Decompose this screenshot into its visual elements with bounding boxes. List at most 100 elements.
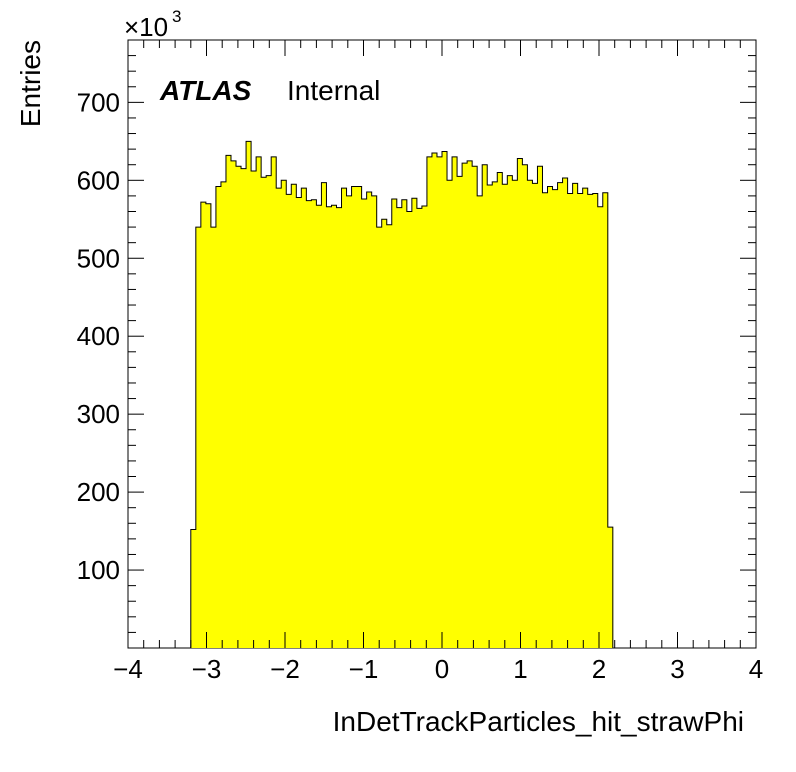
histogram-bin: [230, 160, 237, 649]
x-tick-label: −1: [349, 654, 379, 684]
histogram-bin: [467, 160, 473, 649]
histogram-bin: [316, 205, 322, 648]
internal-label: Internal: [287, 75, 380, 106]
histogram-bin: [421, 206, 428, 648]
histogram-bin: [205, 203, 212, 648]
x-tick-label: −4: [113, 654, 143, 684]
histogram-bin: [482, 164, 488, 648]
histogram-bin: [552, 189, 558, 648]
atlas-label: ATLAS: [159, 75, 252, 106]
histogram-bin: [587, 194, 594, 649]
y-multiplier-base: ×10: [124, 12, 168, 42]
histogram-bin: [251, 170, 257, 648]
histogram-bin: [542, 192, 548, 648]
histogram-bin: [391, 199, 398, 648]
histogram-bin: [597, 206, 604, 649]
histogram-bin: [582, 188, 589, 648]
histogram-outline: [190, 140, 614, 648]
histogram-bin: [301, 188, 307, 648]
histogram-bin: [492, 181, 498, 648]
x-tick-label: 1: [513, 654, 527, 684]
histogram-bin: [371, 195, 378, 648]
histogram-bin: [256, 156, 262, 648]
histogram-bin: [276, 188, 282, 648]
histogram-bin: [351, 186, 357, 649]
x-axis-title: InDetTrackParticles_hit_strawPhi: [333, 706, 744, 737]
histogram-bin: [396, 207, 403, 649]
histogram-bin: [306, 200, 312, 649]
y-multiplier-exponent: 3: [172, 7, 181, 26]
histogram-bin: [215, 186, 222, 649]
histogram-bin: [502, 184, 508, 648]
histogram-bin: [241, 168, 247, 648]
histogram-bin: [236, 166, 242, 648]
histogram-bin: [341, 188, 347, 648]
histogram-bin: [311, 199, 317, 649]
histogram-bin: [200, 202, 207, 648]
y-tick-label: 700: [77, 87, 120, 117]
histogram-bin: [512, 180, 518, 649]
y-tick-label: 400: [77, 321, 120, 351]
histogram-bin: [567, 193, 574, 649]
histogram-bin: [497, 172, 503, 648]
histogram-bin: [602, 192, 609, 648]
histogram-bin: [487, 184, 493, 648]
histogram-bin: [291, 184, 297, 648]
histogram-bin: [592, 193, 599, 649]
x-tick-label: −2: [270, 654, 300, 684]
histogram-bin: [416, 208, 423, 648]
x-tick-label: 0: [435, 654, 449, 684]
y-tick-label: 200: [77, 477, 120, 507]
histogram-bin: [361, 199, 368, 648]
histogram-bin: [286, 194, 292, 649]
histogram-bin: [527, 180, 533, 649]
x-tick-labels: −4 −3 −2 −1 0 1 2 3 4: [113, 654, 763, 684]
histogram-bin: [547, 186, 553, 649]
histogram-bin: [296, 197, 302, 648]
histogram-bin: [321, 182, 327, 648]
histogram-bin: [210, 227, 217, 649]
histogram-bin: [281, 180, 287, 649]
histogram-bin: [190, 529, 197, 648]
histogram-bin: [426, 156, 433, 648]
histogram-bin: [431, 153, 438, 648]
y-tick-label: 600: [77, 165, 120, 195]
histogram-bin: [442, 151, 448, 648]
histogram-bin: [271, 156, 277, 648]
histogram-bin: [266, 175, 272, 648]
histogram-bin: [607, 527, 614, 648]
histogram-bin: [411, 198, 418, 648]
x-tick-label: 4: [749, 654, 763, 684]
histogram-bin: [366, 192, 373, 648]
histogram-bin: [532, 183, 538, 648]
histogram-bin: [346, 195, 352, 648]
histogram-bin: [447, 180, 453, 649]
histogram-bin: [577, 193, 584, 649]
histogram-bin: [572, 183, 579, 648]
histogram-bin: [477, 195, 483, 648]
histogram-bin: [436, 156, 443, 648]
x-tick-label: 2: [592, 654, 606, 684]
histogram-bin: [195, 227, 202, 649]
histogram-bin: [326, 206, 332, 649]
histogram-bin: [381, 219, 388, 649]
histogram-bin: [507, 175, 513, 648]
histogram-bin: [331, 205, 337, 648]
histogram-bin: [457, 176, 463, 648]
y-tick-label: 500: [77, 243, 120, 273]
histogram-bin: [406, 211, 413, 648]
y-tick-label: 300: [77, 399, 120, 429]
histogram-bin: [220, 181, 227, 648]
histogram-bin: [376, 227, 383, 649]
histogram-bin: [472, 166, 478, 648]
x-tick-label: −3: [192, 654, 222, 684]
histogram-bin: [225, 155, 232, 648]
histogram-bin: [261, 177, 267, 648]
histogram-bin: [246, 141, 252, 649]
histogram-bin: [537, 166, 543, 648]
histogram-bin: [452, 156, 458, 648]
x-axis-ticks: [127, 40, 757, 648]
x-tick-label: 3: [670, 654, 684, 684]
y-axis-title: Entries: [15, 40, 46, 127]
